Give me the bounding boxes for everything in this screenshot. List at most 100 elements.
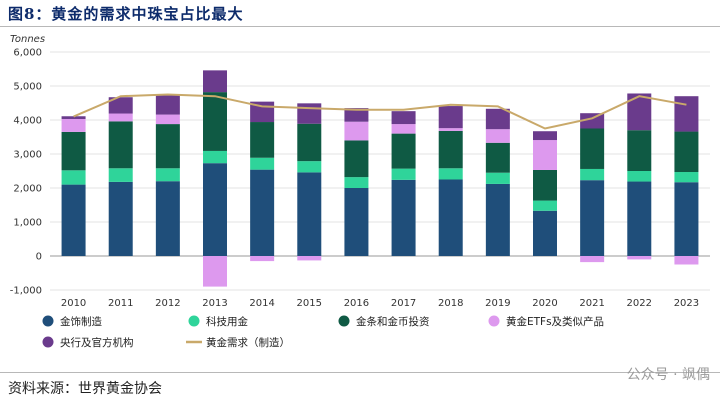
y-tick-label: 3,000 (13, 150, 42, 161)
bar-segment (438, 179, 463, 256)
chart-title: 图8：黄金的需求中珠宝占比最大 (8, 5, 244, 23)
bar-segment (580, 256, 605, 263)
bar-segment (580, 180, 605, 256)
bar-segment (533, 210, 557, 256)
bar-segment (155, 124, 180, 169)
bar-segment (391, 168, 416, 180)
bar-segment (391, 124, 416, 134)
bar-segment (108, 121, 133, 169)
legend-marker (42, 315, 54, 327)
bar-segment (203, 256, 227, 287)
bar-segment (580, 113, 605, 129)
bar-segment (674, 131, 699, 173)
x-tick-label: 2013 (202, 298, 227, 309)
bar-segment (108, 168, 133, 182)
bar-segment (155, 114, 180, 125)
legend-label: 黄金需求（制造） (206, 336, 290, 349)
bar-segment (297, 256, 322, 261)
legend-marker (42, 336, 54, 348)
y-tick-label: 5,000 (13, 82, 42, 93)
x-tick-label: 2021 (579, 298, 604, 309)
bar-segment (250, 256, 275, 262)
bar-segment (438, 168, 463, 180)
bar-segment (533, 200, 557, 211)
legend-marker (488, 315, 500, 327)
bar-segment (203, 92, 227, 151)
bar-segment (61, 131, 86, 171)
bar-segment (627, 256, 652, 260)
y-tick-label: 2,000 (13, 184, 42, 195)
watermark: 公众号 · 飒偶 (626, 367, 710, 383)
x-tick-label: 2019 (485, 298, 510, 309)
bar-segment (61, 170, 86, 185)
bar-segment (108, 181, 133, 256)
legend-label: 科技用金 (206, 315, 248, 328)
x-tick-label: 2018 (438, 298, 463, 309)
bar-segment (391, 179, 416, 256)
bar-segment (485, 183, 510, 256)
y-tick-label: 4,000 (13, 116, 42, 127)
x-tick-label: 2022 (627, 298, 652, 309)
bar-segment (627, 93, 652, 131)
y-tick-label: 1,000 (13, 218, 42, 229)
x-tick-label: 2010 (61, 298, 86, 309)
bar-segment (344, 140, 369, 178)
demand-line (73, 93, 687, 130)
bar-segment (344, 121, 369, 141)
bar-segment (627, 181, 652, 256)
bar-segment (61, 184, 86, 256)
bar-segment (203, 163, 227, 256)
bar-segment (155, 181, 180, 256)
legend-label: 黄金ETFs及类似产品 (506, 315, 604, 328)
bar-segment (485, 129, 510, 143)
x-tick-label: 2020 (532, 298, 557, 309)
bar-segment (580, 168, 605, 181)
bar-segment (250, 122, 275, 158)
bar-segment (155, 168, 180, 182)
bar-segment (297, 172, 322, 256)
bar-segment (438, 106, 463, 129)
legend-label: 金条和金币投资 (356, 315, 430, 328)
legend-marker (188, 315, 200, 327)
bar-segment (203, 150, 227, 164)
bar-segment (485, 172, 510, 184)
bar-segment (580, 128, 605, 169)
bar-segment (108, 113, 133, 122)
bar-segment (391, 133, 416, 169)
bar-segment (203, 70, 227, 93)
x-tick-label: 2016 (344, 298, 369, 309)
bar-segment (297, 161, 322, 173)
bar-segment (391, 111, 416, 125)
bar-segment (108, 97, 133, 114)
bar-segment (627, 130, 652, 171)
bar-segment (344, 108, 369, 122)
bar-segment (344, 177, 369, 188)
legend-label: 金饰制造 (60, 315, 102, 328)
bar-segment (533, 140, 557, 170)
bar-segment (438, 128, 463, 131)
x-tick-label: 2023 (674, 298, 699, 309)
bar-segment (485, 142, 510, 173)
bar-segment (674, 172, 699, 183)
bar-segment (674, 182, 699, 256)
bar-segment (344, 188, 369, 256)
bar-segment (533, 131, 557, 141)
y-unit-label: Tonnes (10, 34, 45, 45)
bar-segment (674, 96, 699, 132)
bar-segment (674, 256, 699, 265)
bar-segment (61, 118, 86, 132)
x-tick-label: 2017 (391, 298, 416, 309)
bar-segment (155, 95, 180, 115)
bar-segment (297, 123, 322, 162)
x-tick-label: 2012 (155, 298, 180, 309)
bar-segment (250, 169, 275, 256)
legend-label: 央行及官方机构 (60, 336, 134, 349)
x-tick-label: 2014 (249, 298, 274, 309)
bar-segment (533, 169, 557, 201)
y-tick-label: 6,000 (13, 48, 42, 59)
x-tick-label: 2011 (108, 298, 133, 309)
bar-segment (438, 130, 463, 169)
source-note: 资料来源：世界黄金协会 (8, 381, 162, 397)
bar-segment (297, 103, 322, 124)
